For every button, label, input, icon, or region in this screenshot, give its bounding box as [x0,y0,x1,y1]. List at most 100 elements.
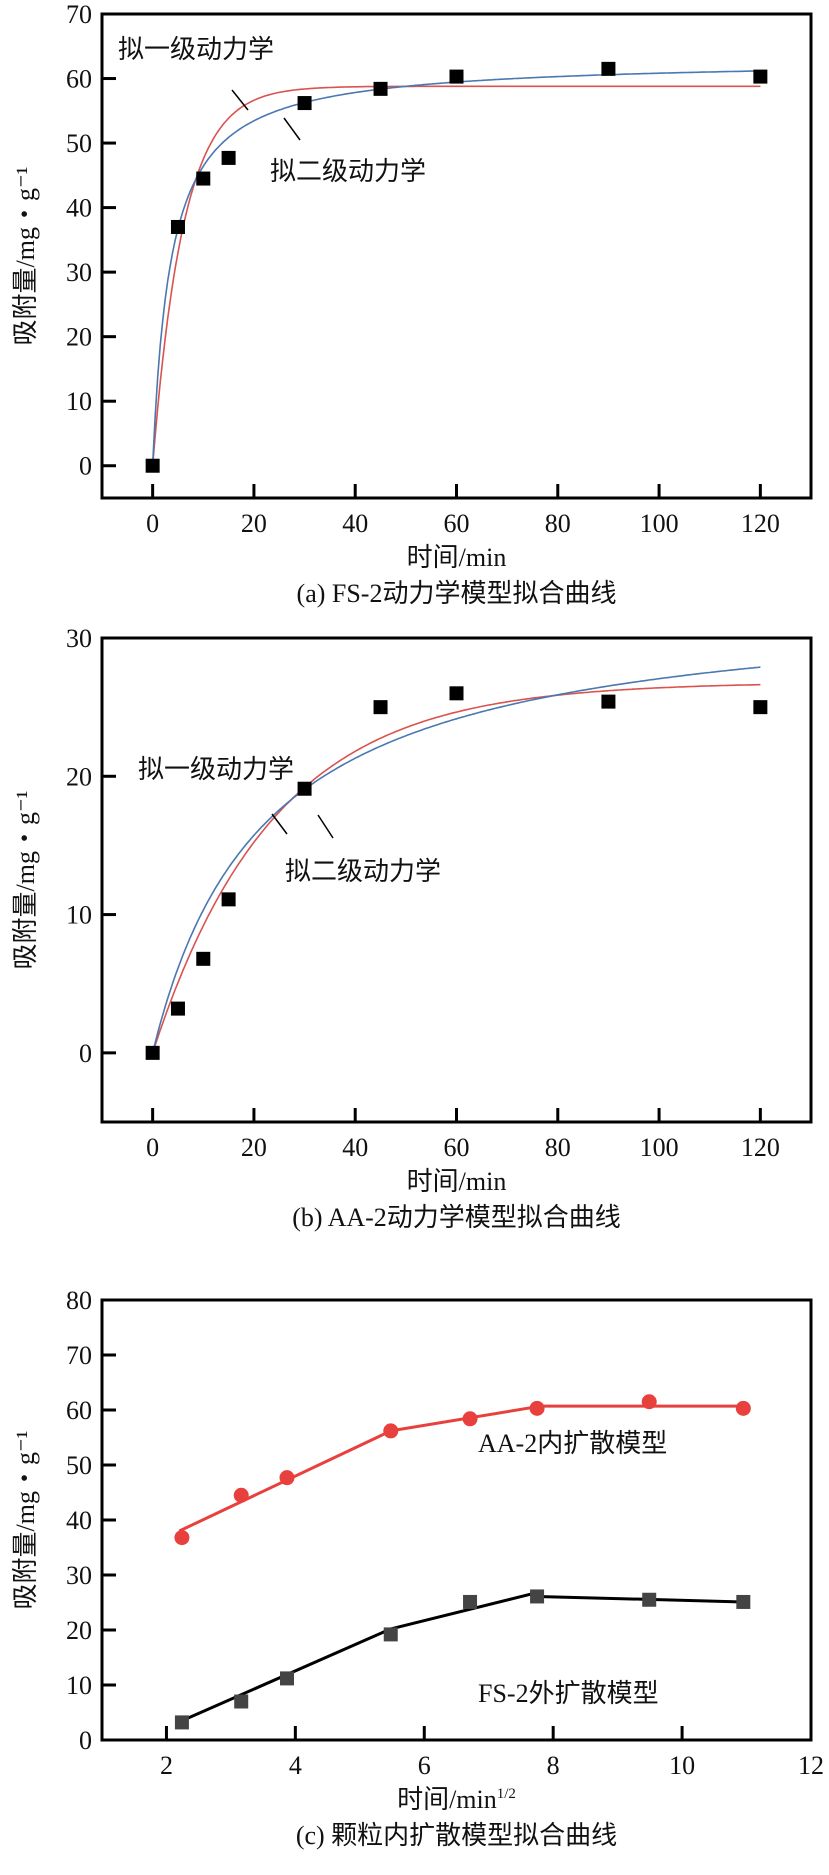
annotation-leader [283,117,301,141]
y-tick-label: 30 [66,258,92,287]
x-tick-label: 100 [640,509,679,538]
series-label: FS-2外扩散模型 [478,1679,659,1708]
x-tick-label: 2 [160,1751,173,1780]
x-tick-label: 60 [444,509,470,538]
annotation-label: 拟一级动力学 [118,35,274,64]
data-point [279,1671,294,1686]
y-tick-label: 0 [79,452,92,481]
y-tick-label: 40 [66,194,92,223]
plot-frame [100,1298,813,1742]
y-tick-label: 70 [66,1341,92,1370]
x-tick-label: 20 [241,509,267,538]
fit-curve-pfo [151,683,761,1054]
data-point [642,1592,657,1607]
data-point [641,1394,657,1410]
data-point [279,1470,295,1486]
x-tick-label: 120 [741,509,780,538]
data-point [234,1694,249,1709]
y-tick-label: 0 [79,1039,92,1068]
x-tick-label: 10 [669,1751,695,1780]
data-point [601,694,616,709]
fit-curve-pso [151,70,761,466]
data-point [529,1400,545,1416]
data-point [463,1594,478,1609]
data-point [462,1411,478,1427]
data-point [233,1487,249,1503]
data-point [196,171,211,186]
x-tick-label: 12 [798,1751,824,1780]
data-point [297,781,312,796]
x-tick-label: 40 [342,509,368,538]
y-axis-label: 吸附量/mg・g⁻¹ [11,791,40,970]
x-axis-label: 时间/min1/2 [397,1785,516,1814]
y-tick-label: 30 [66,624,92,653]
data-point [601,61,616,76]
x-axis-label: 时间/min [407,1167,507,1196]
y-tick-label: 10 [66,901,92,930]
y-tick-label: 70 [66,0,92,29]
data-point [736,1594,751,1609]
y-tick-label: 20 [66,762,92,791]
y-tick-label: 10 [66,1671,92,1700]
data-point [383,1423,399,1439]
data-point [221,150,236,165]
y-tick-label: 20 [66,1616,92,1645]
figure-caption: (a) FS-2动力学模型拟合曲线 [297,579,617,608]
data-point [383,1627,398,1642]
x-tick-label: 0 [146,509,159,538]
annotation-leader [271,813,288,835]
y-tick-label: 50 [66,1451,92,1480]
fit-segment [390,1591,538,1631]
x-axis-label-text: 时间/min [407,543,507,572]
data-point [145,1045,160,1060]
y-tick-label: 10 [66,387,92,416]
figure-caption: (b) AA-2动力学模型拟合曲线 [292,1203,621,1232]
x-tick-label: 20 [241,1133,267,1162]
data-point [170,219,185,234]
annotation-leader [231,89,249,111]
x-tick-label: 6 [418,1751,431,1780]
annotation-label: 拟一级动力学 [138,755,294,784]
x-tick-label: 60 [444,1133,470,1162]
x-tick-label: 8 [547,1751,560,1780]
y-tick-label: 80 [66,1286,92,1315]
data-point [373,700,388,715]
data-point [373,81,388,96]
data-point [753,69,768,84]
x-axis-label-text: 时间/min [407,1167,507,1196]
data-point [221,892,236,907]
y-tick-label: 40 [66,1506,92,1535]
data-point [196,951,211,966]
y-axis-label: 吸附量/mg・g⁻¹ [11,1431,40,1610]
data-point [530,1589,545,1604]
data-point [449,69,464,84]
y-axis-label: 吸附量/mg・g⁻¹ [11,167,40,346]
data-point [174,1715,189,1730]
data-point [735,1400,751,1416]
x-axis-label: 时间/min [407,543,507,572]
x-axis-label-sup: 1/2 [497,1786,516,1802]
x-axis-label-text: 时间/min [397,1785,497,1814]
x-tick-label: 80 [545,509,571,538]
x-tick-label: 4 [289,1751,302,1780]
figure-caption: (c) 颗粒内扩散模型拟合曲线 [296,1821,617,1850]
fit-curve-pso [151,666,761,1054]
y-tick-label: 60 [66,1396,92,1425]
data-point [170,1001,185,1016]
y-tick-label: 60 [66,65,92,94]
plot-frame [100,636,813,1124]
annotation-label: 拟二级动力学 [270,157,426,186]
y-tick-label: 30 [66,1561,92,1590]
data-point [753,700,768,715]
data-point [174,1530,190,1546]
series-label: AA-2内扩散模型 [478,1429,667,1458]
x-tick-label: 100 [640,1133,679,1162]
y-tick-label: 0 [79,1726,92,1755]
y-tick-label: 50 [66,129,92,158]
x-tick-label: 0 [146,1133,159,1162]
data-point [297,96,312,111]
x-tick-label: 80 [545,1133,571,1162]
